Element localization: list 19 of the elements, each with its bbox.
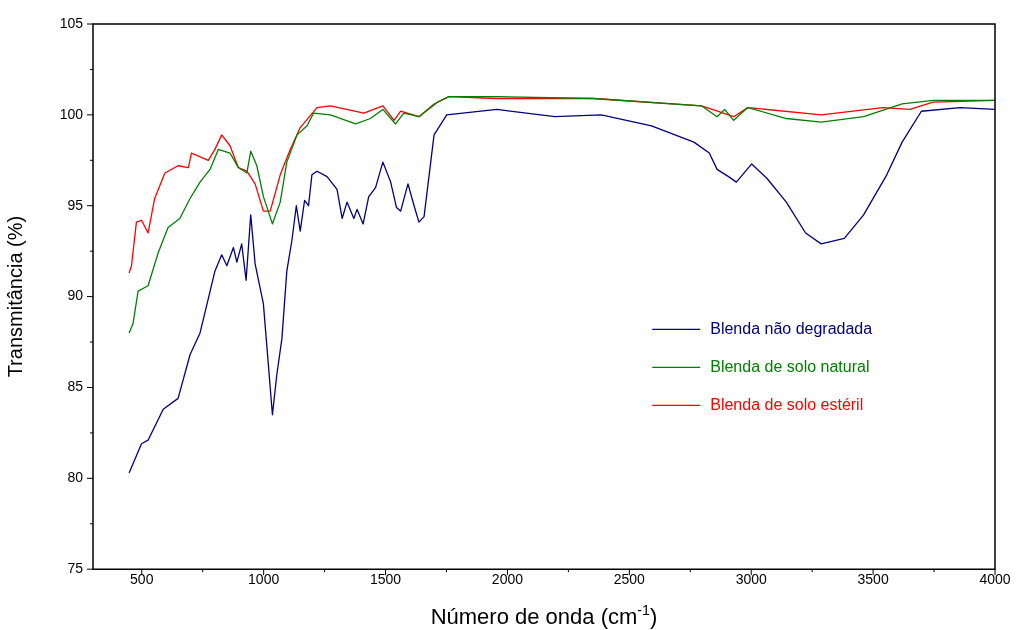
y-tick-label: 100 [59,105,84,122]
legend-label: Blenda de solo natural [710,357,870,375]
y-tick-label: 80 [67,469,84,486]
x-tick-label: 2500 [613,571,646,588]
x-tick-label: 1000 [248,571,280,588]
x-tick-label: 1500 [369,571,402,588]
y-tick-label: 95 [67,196,84,213]
x-tick-label: 3000 [735,571,767,588]
legend-label: Blenda de solo estéril [710,395,864,413]
y-tick-label: 105 [59,14,84,31]
x-tick-label: 2000 [491,571,524,588]
legend-label: Blenda não degradada [710,319,873,337]
x-tick-label: 3500 [857,571,889,588]
y-tick-label: 75 [67,560,84,577]
x-tick-label: 500 [130,571,154,588]
x-tick-label: 4000 [979,571,1011,588]
y-tick-label: 90 [67,287,84,304]
y-axis-title: Transmitância (%) [3,215,26,378]
y-tick-label: 85 [67,378,84,395]
